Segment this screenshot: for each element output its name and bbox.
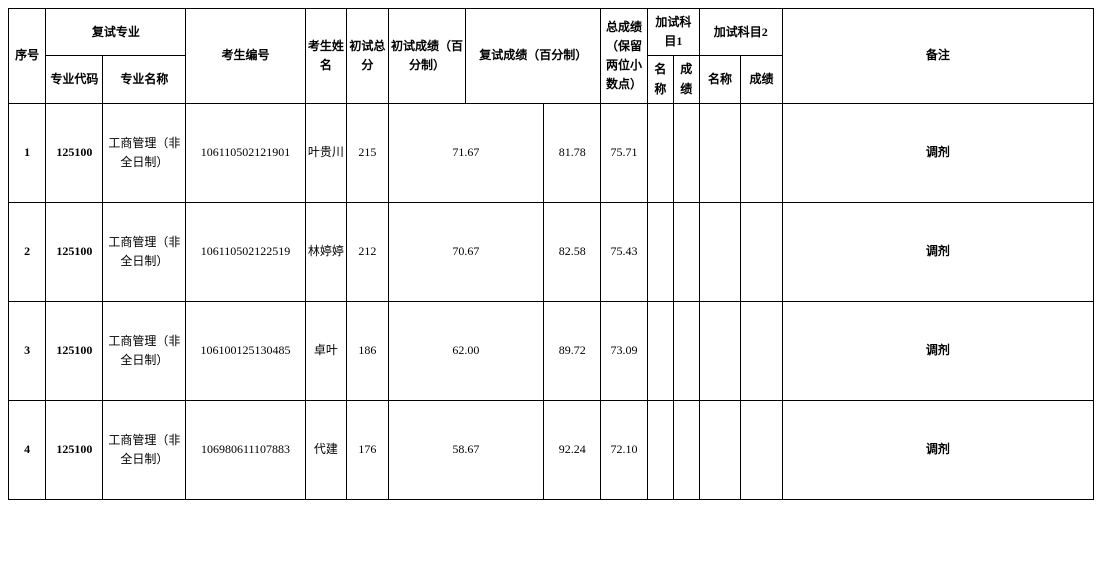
cell-seq: 1 (9, 103, 46, 202)
cell-add2-score (741, 400, 783, 499)
cell-major-code: 125100 (46, 301, 103, 400)
cell-cand-name: 代建 (305, 400, 346, 499)
cell-major-code: 125100 (46, 400, 103, 499)
cell-cand-name: 叶贵川 (305, 103, 346, 202)
cell-exam-id: 106110502122519 (186, 202, 305, 301)
cell-exam-id: 106980611107883 (186, 400, 305, 499)
cell-seq: 4 (9, 400, 46, 499)
cell-retest-pct: 82.58 (544, 202, 601, 301)
cell-add1-score (673, 202, 699, 301)
table-row: 2125100工商管理（非全日制）106110502122519林婷婷21270… (9, 202, 1094, 301)
cell-prelim-pct: 70.67 (388, 202, 544, 301)
cell-major-name: 工商管理（非全日制） (103, 103, 186, 202)
cell-total-score: 75.71 (601, 103, 648, 202)
header-exam-id: 考生编号 (186, 9, 305, 104)
cell-prelim-total: 215 (347, 103, 388, 202)
table-body: 1125100工商管理（非全日制）106110502121901叶贵川21571… (9, 103, 1094, 499)
header-total-score: 总成绩（保留两位小数点） (601, 9, 648, 104)
header-seq: 序号 (9, 9, 46, 104)
table-row: 4125100工商管理（非全日制）106980611107883代建17658.… (9, 400, 1094, 499)
cell-total-score: 73.09 (601, 301, 648, 400)
header-add2-score: 成绩 (741, 56, 783, 103)
header-add2: 加试科目2 (699, 9, 782, 56)
cell-retest-pct: 89.72 (544, 301, 601, 400)
cell-retest-pct: 81.78 (544, 103, 601, 202)
cell-add1-score (673, 400, 699, 499)
cell-add1-name (647, 202, 673, 301)
cell-cand-name: 林婷婷 (305, 202, 346, 301)
cell-add2-name (699, 400, 740, 499)
cell-note: 调剂 (782, 400, 1093, 499)
cell-seq: 3 (9, 301, 46, 400)
cell-prelim-pct: 71.67 (388, 103, 544, 202)
cell-exam-id: 106100125130485 (186, 301, 305, 400)
cell-exam-id: 106110502121901 (186, 103, 305, 202)
cell-total-score: 75.43 (601, 202, 648, 301)
header-major-code: 专业代码 (46, 56, 103, 103)
cell-prelim-pct: 62.00 (388, 301, 544, 400)
cell-major-code: 125100 (46, 202, 103, 301)
header-prelim-pct: 初试成绩（百分制） (388, 9, 466, 104)
header-cand-name: 考生姓名 (305, 9, 346, 104)
cell-add2-name (699, 301, 740, 400)
cell-add1-name (647, 400, 673, 499)
header-note: 备注 (782, 9, 1093, 104)
cell-major-name: 工商管理（非全日制） (103, 202, 186, 301)
cell-prelim-total: 186 (347, 301, 388, 400)
cell-retest-pct: 92.24 (544, 400, 601, 499)
cell-add1-name (647, 301, 673, 400)
cell-note: 调剂 (782, 301, 1093, 400)
table-row: 1125100工商管理（非全日制）106110502121901叶贵川21571… (9, 103, 1094, 202)
cell-prelim-pct: 58.67 (388, 400, 544, 499)
table-row: 3125100工商管理（非全日制）106100125130485卓叶18662.… (9, 301, 1094, 400)
cell-add1-score (673, 301, 699, 400)
cell-major-code: 125100 (46, 103, 103, 202)
cell-add1-score (673, 103, 699, 202)
cell-add2-name (699, 202, 740, 301)
cell-note: 调剂 (782, 202, 1093, 301)
header-prelim-total: 初试总分 (347, 9, 388, 104)
header-add1-score: 成绩 (673, 56, 699, 103)
header-add1: 加试科目1 (647, 9, 699, 56)
cell-total-score: 72.10 (601, 400, 648, 499)
cell-prelim-total: 176 (347, 400, 388, 499)
cell-add2-name (699, 103, 740, 202)
header-major-name: 专业名称 (103, 56, 186, 103)
cell-major-name: 工商管理（非全日制） (103, 301, 186, 400)
header-retest-pct: 复试成绩（百分制） (466, 9, 601, 104)
cell-major-name: 工商管理（非全日制） (103, 400, 186, 499)
cell-add1-name (647, 103, 673, 202)
results-table: 序号 复试专业 考生编号 考生姓名 初试总分 初试成绩（百分制） 复试成绩（百分… (8, 8, 1094, 500)
cell-prelim-total: 212 (347, 202, 388, 301)
cell-seq: 2 (9, 202, 46, 301)
cell-note: 调剂 (782, 103, 1093, 202)
cell-add2-score (741, 301, 783, 400)
cell-add2-score (741, 103, 783, 202)
header-retest-major: 复试专业 (46, 9, 186, 56)
header-add2-name: 名称 (699, 56, 740, 103)
header-add1-name: 名称 (647, 56, 673, 103)
cell-add2-score (741, 202, 783, 301)
cell-cand-name: 卓叶 (305, 301, 346, 400)
